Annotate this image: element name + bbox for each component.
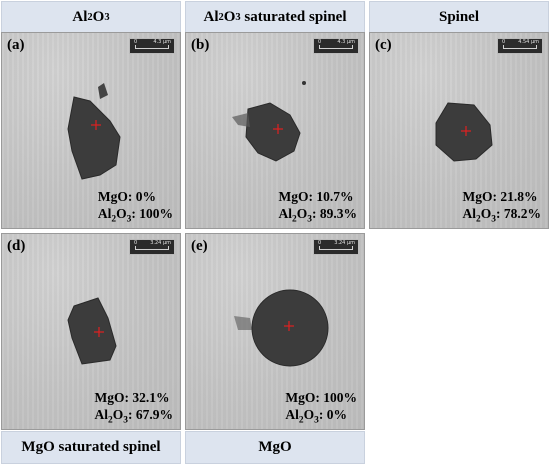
micrograph-panel-a: (a) 0 4.3 µm MgO: 0% Al2O3: 100%	[1, 32, 181, 229]
scale-bar-d: 0 3.24 µm	[129, 239, 175, 255]
scale-bar-a: 0 4.3 µm	[129, 38, 175, 54]
panel-label-b: (b)	[191, 37, 210, 53]
composition-c: MgO: 21.8% Al2O3: 78.2%	[462, 189, 541, 225]
title-spinel: Spinel	[369, 1, 549, 34]
particle-c	[435, 102, 493, 162]
title-al2o3: Al 2 O 3	[1, 1, 181, 34]
panel-label-e: (e)	[191, 238, 208, 254]
micrograph-panel-b: (b) 0 4.3 µm MgO: 10.7% Al2O3: 89.3%	[185, 32, 365, 229]
particle-d	[67, 297, 117, 365]
title-mgo: MgO	[185, 431, 365, 464]
composition-b: MgO: 10.7% Al2O3: 89.3%	[278, 189, 357, 225]
composition-e: MgO: 100% Al2O3: 0%	[285, 390, 357, 426]
title-mgo-saturated-spinel: MgO saturated spinel	[1, 431, 181, 464]
particle-e	[234, 289, 329, 367]
panel-label-d: (d)	[7, 238, 26, 254]
panel-label-c: (c)	[375, 37, 392, 53]
particle-b	[232, 81, 306, 162]
composition-a: MgO: 0% Al2O3: 100%	[97, 189, 173, 225]
particle-a	[67, 83, 121, 180]
title-al2o3-saturated-spinel: Al 2 O 3 saturated spinel	[185, 1, 365, 34]
scale-bar-b: 0 4.3 µm	[313, 38, 359, 54]
panel-label-a: (a)	[7, 37, 25, 53]
scale-bar-c: 0 4.54 µm	[497, 38, 543, 54]
composition-d: MgO: 32.1% Al2O3: 67.9%	[94, 390, 173, 426]
micrograph-panel-d: (d) 0 3.24 µm MgO: 32.1% Al2O3: 67.9%	[1, 233, 181, 430]
micrograph-panel-e: (e) 0 3.24 µm MgO: 100% Al2O3: 0%	[185, 233, 365, 430]
micrograph-panel-c: (c) 0 4.54 µm MgO: 21.8% Al2O3: 78.2%	[369, 32, 549, 229]
scale-bar-e: 0 3.24 µm	[313, 239, 359, 255]
